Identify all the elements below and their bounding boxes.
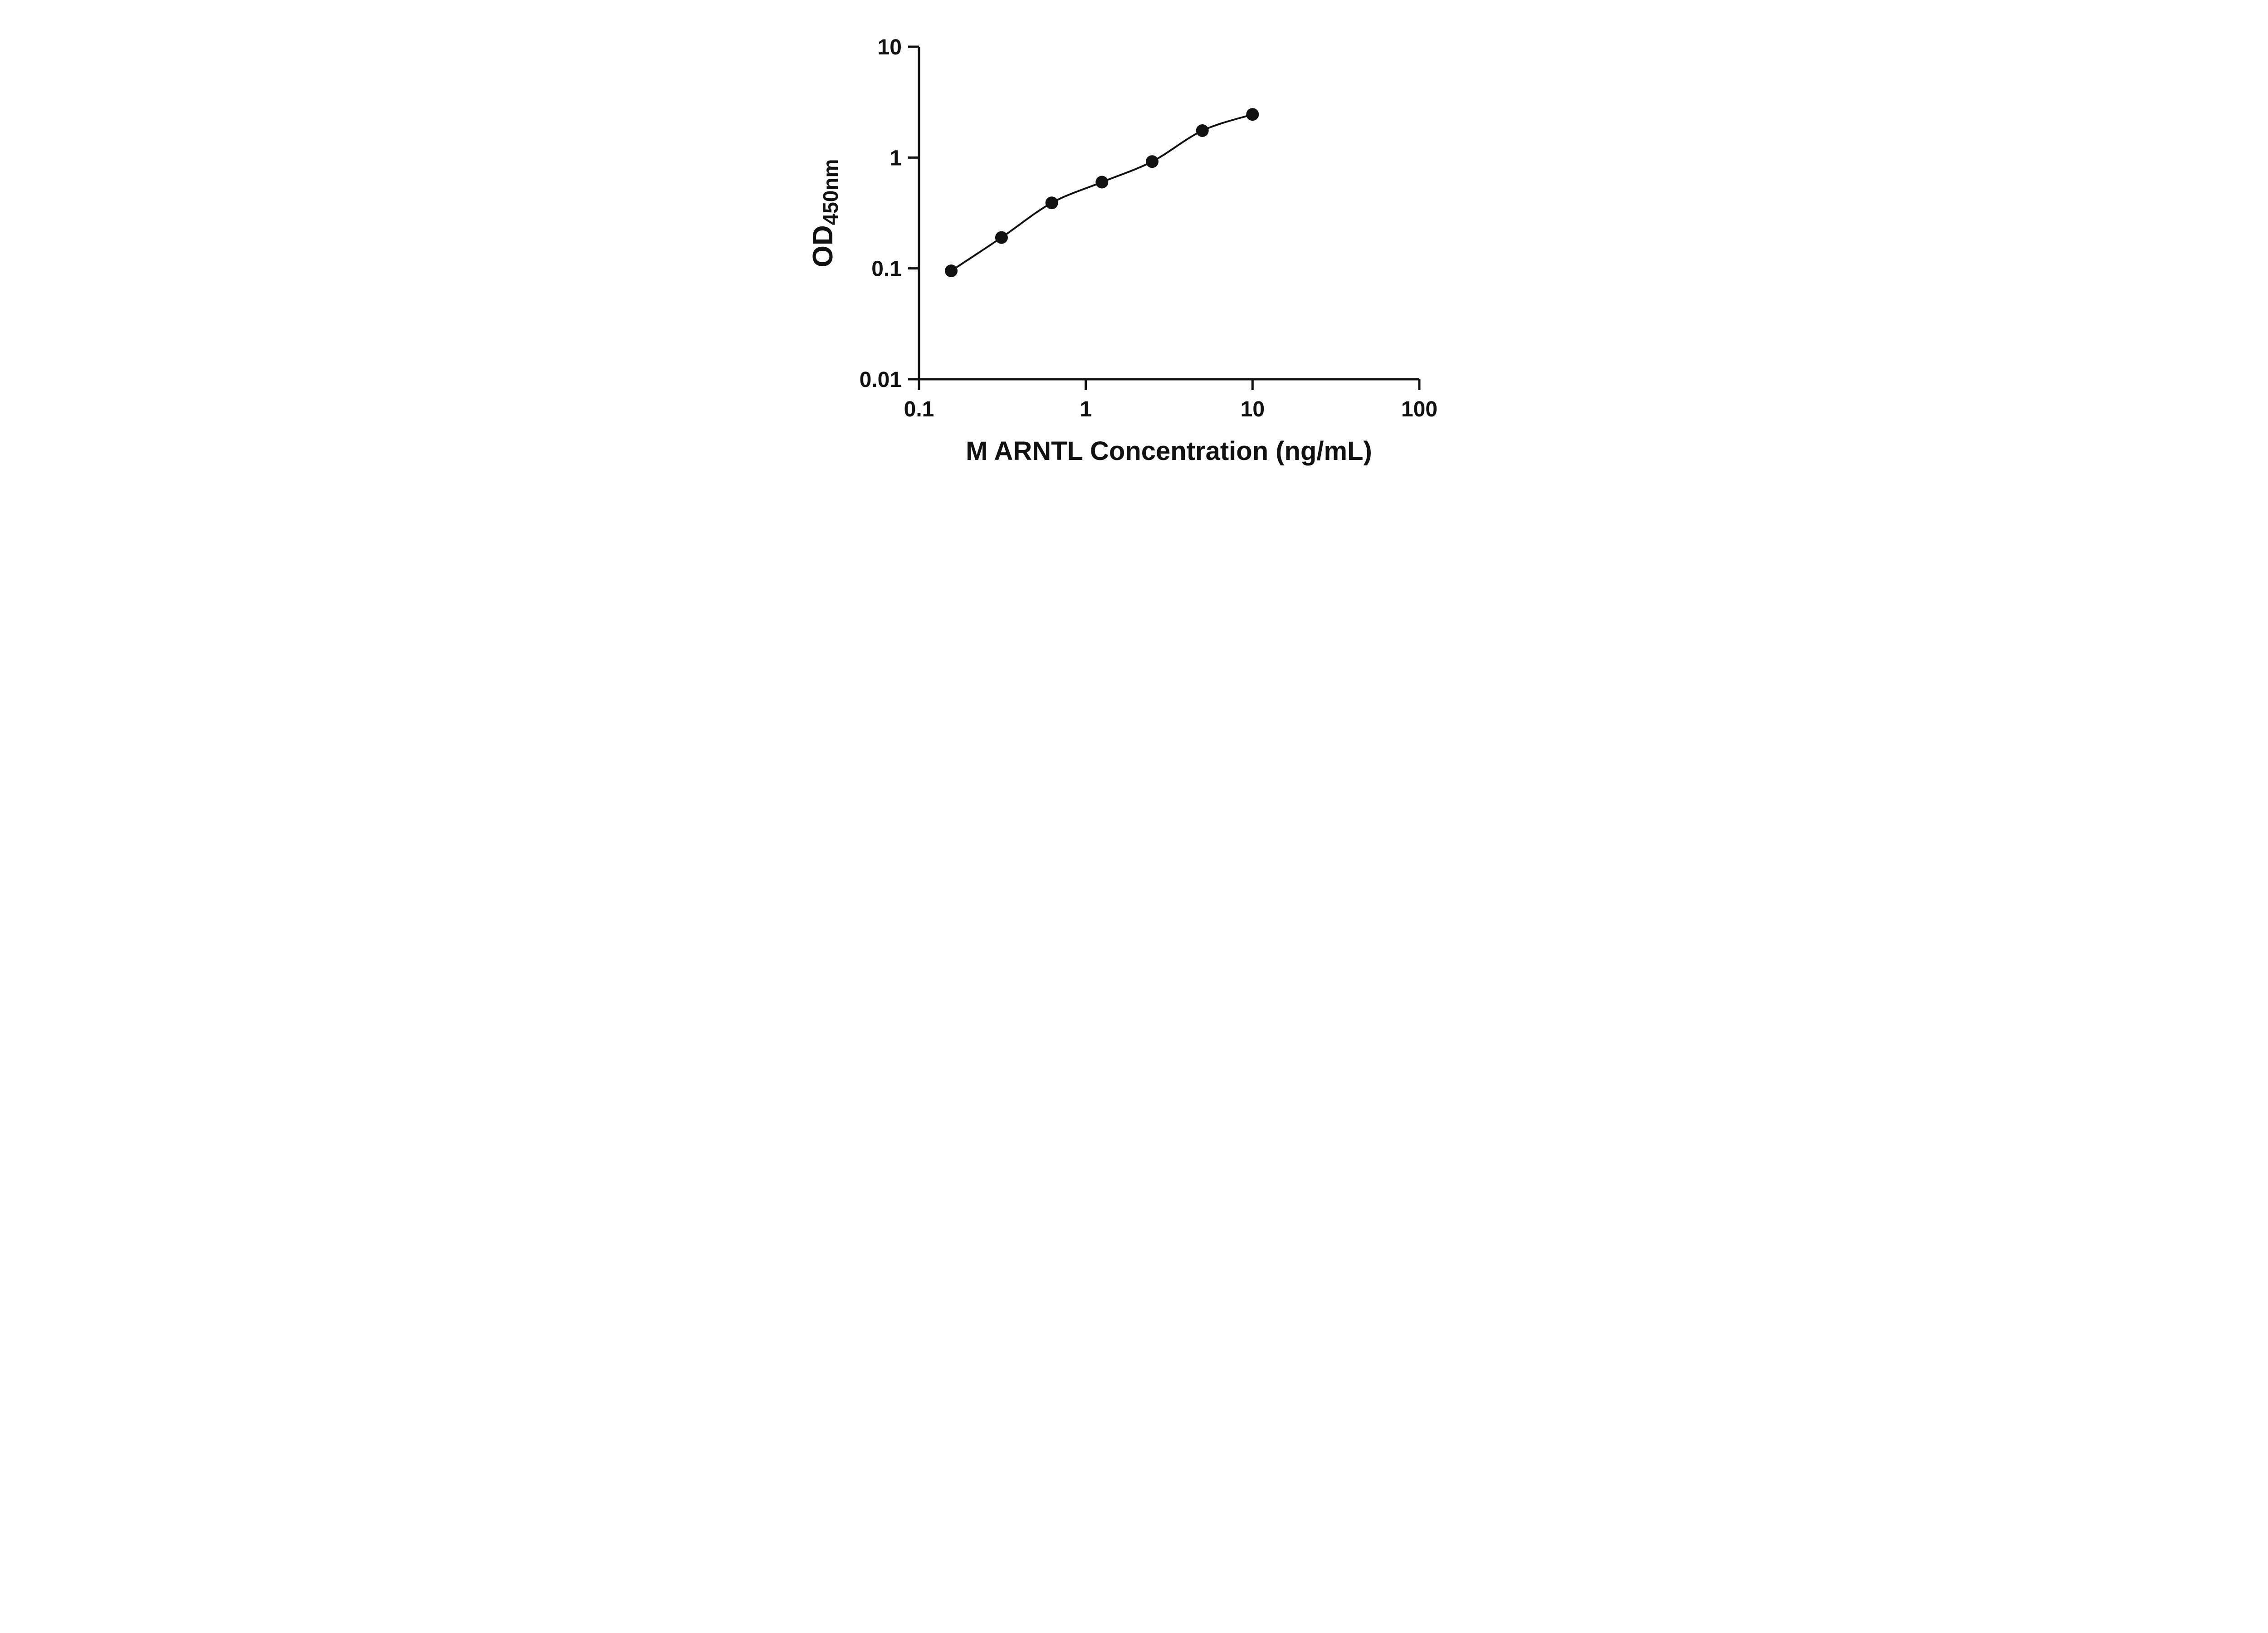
- axis-spines: [918, 47, 1419, 381]
- data-point-marker: [1196, 124, 1209, 137]
- y-axis-title-subscript: 450nm: [819, 159, 842, 225]
- data-point-marker: [1145, 155, 1158, 168]
- data-point-marker: [995, 231, 1008, 244]
- data-point-marker: [944, 264, 958, 278]
- y-tick-label: 0.01: [859, 368, 901, 392]
- y-tick-label: 1: [890, 146, 902, 170]
- x-tick-label: 10: [1240, 397, 1264, 421]
- fit-curve: [950, 113, 1253, 272]
- y-axis-title: OD450nm: [807, 159, 842, 268]
- x-tick-label: 0.1: [904, 397, 934, 421]
- x-tick-label: 100: [1401, 397, 1437, 421]
- x-axis-title: M ARNTL Concentration (ng/mL): [966, 436, 1372, 466]
- y-tick-label: 10: [877, 35, 901, 59]
- y-tick-label: 0.1: [871, 257, 902, 281]
- standard-curve-line: [950, 113, 1253, 272]
- x-tick-label: 1: [1080, 397, 1092, 421]
- data-point-marker: [1045, 196, 1058, 210]
- data-point-marker: [1095, 176, 1108, 189]
- elisa-standard-curve-figure: 0.1 1 10 100 0.01 0.1 1 10 M ARNTL Concentratio…: [791, 0, 1477, 490]
- data-points: [944, 108, 1259, 278]
- data-point-marker: [1246, 108, 1259, 121]
- y-axis-title-main: OD: [807, 225, 839, 267]
- axes: [908, 45, 1420, 390]
- svg-text:OD450nm: OD450nm: [807, 159, 842, 268]
